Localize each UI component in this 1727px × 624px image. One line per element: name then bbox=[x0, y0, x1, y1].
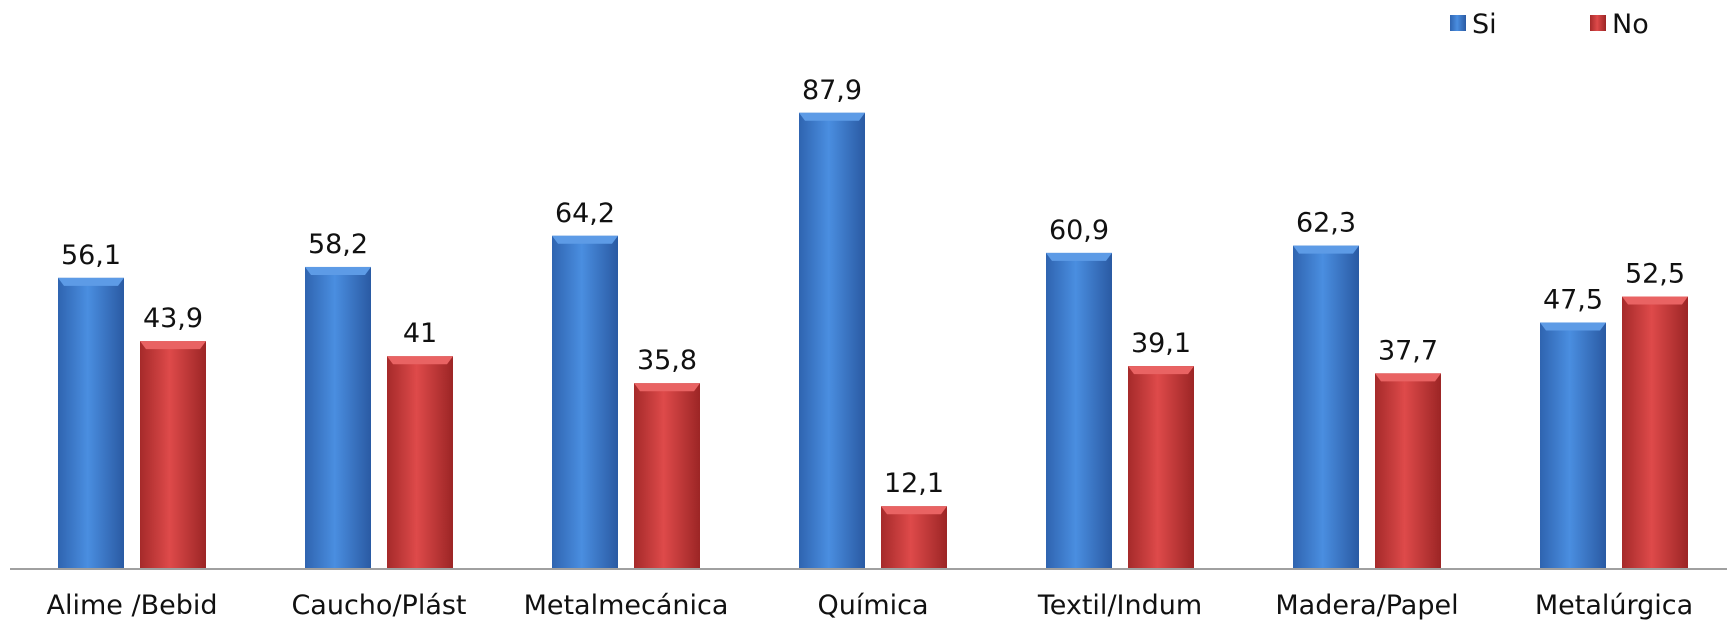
bar-cap-no-4 bbox=[1128, 366, 1194, 375]
bar-cap-no-0 bbox=[140, 341, 206, 350]
bar-si-4 bbox=[1046, 252, 1112, 569]
bar-cap-no-3 bbox=[881, 506, 947, 515]
bar-cap-si-0 bbox=[58, 277, 124, 286]
value-label-si-3: 87,9 bbox=[802, 75, 862, 106]
legend-swatch-si bbox=[1450, 15, 1466, 31]
bar-no-1 bbox=[387, 356, 453, 569]
value-label-si-5: 62,3 bbox=[1296, 208, 1356, 239]
bar-no-4 bbox=[1128, 366, 1194, 569]
bar-si-5 bbox=[1293, 245, 1359, 569]
bar-cap-si-4 bbox=[1046, 252, 1112, 261]
category-label-4: Textil/Indum bbox=[1037, 590, 1202, 621]
bar-cap-si-6 bbox=[1540, 322, 1606, 331]
bar-no-2 bbox=[634, 383, 700, 569]
bar-no-5 bbox=[1375, 373, 1441, 569]
value-label-si-0: 56,1 bbox=[61, 240, 121, 271]
bar-cap-no-5 bbox=[1375, 373, 1441, 382]
value-label-si-2: 64,2 bbox=[555, 198, 615, 229]
category-label-2: Metalmecánica bbox=[524, 590, 729, 621]
category-label-1: Caucho/Plást bbox=[291, 590, 466, 621]
bar-cap-si-1 bbox=[305, 266, 371, 275]
bar-cap-si-5 bbox=[1293, 245, 1359, 254]
value-label-si-1: 58,2 bbox=[308, 229, 368, 260]
value-label-no-0: 43,9 bbox=[143, 303, 203, 334]
legend-swatch-no bbox=[1590, 15, 1606, 31]
bar-si-2 bbox=[552, 235, 618, 569]
bar-cap-si-3 bbox=[799, 112, 865, 121]
category-labels-group: Alime /Bebid Caucho/Plást Metalmecánica Quí… bbox=[47, 590, 1694, 621]
legend-label-no: No bbox=[1612, 9, 1649, 40]
bar-si-6 bbox=[1540, 322, 1606, 569]
value-label-si-6: 47,5 bbox=[1543, 284, 1603, 315]
value-label-no-5: 37,7 bbox=[1378, 335, 1438, 366]
value-label-no-4: 39,1 bbox=[1131, 328, 1191, 359]
bar-cap-no-2 bbox=[634, 383, 700, 392]
bars-group bbox=[58, 112, 1688, 569]
value-label-si-4: 60,9 bbox=[1049, 215, 1109, 246]
value-label-no-3: 12,1 bbox=[884, 468, 944, 499]
value-labels-group: 56,1 43,9 58,2 41 64,2 35,8 87,9 12,1 60,9 39,1 62… bbox=[61, 75, 1685, 499]
bar-no-6 bbox=[1622, 296, 1688, 569]
value-label-no-1: 41 bbox=[403, 318, 437, 349]
legend: Si No bbox=[1450, 9, 1649, 40]
bar-cap-no-6 bbox=[1622, 296, 1688, 305]
bar-si-1 bbox=[305, 266, 371, 569]
bar-cap-no-1 bbox=[387, 356, 453, 365]
bar-si-0 bbox=[58, 277, 124, 569]
value-label-no-6: 52,5 bbox=[1625, 259, 1685, 290]
category-label-6: Metalúrgica bbox=[1535, 590, 1693, 621]
category-label-5: Madera/Papel bbox=[1275, 590, 1458, 621]
value-label-no-2: 35,8 bbox=[637, 345, 697, 376]
bar-no-0 bbox=[140, 341, 206, 569]
category-label-3: Química bbox=[817, 590, 928, 621]
legend-label-si: Si bbox=[1472, 9, 1497, 40]
bar-si-3 bbox=[799, 112, 865, 569]
category-label-0: Alime /Bebid bbox=[47, 590, 218, 621]
bar-cap-si-2 bbox=[552, 235, 618, 244]
bar-no-3 bbox=[881, 506, 947, 569]
